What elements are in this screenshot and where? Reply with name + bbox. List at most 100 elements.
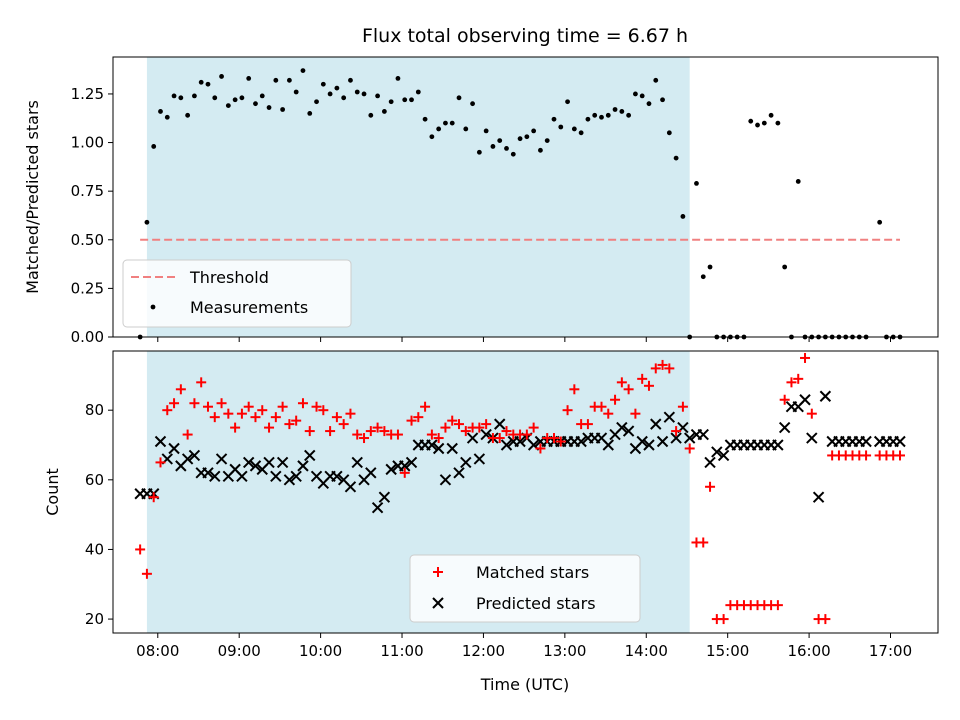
predicted-star-point — [426, 439, 438, 451]
matched-star-point — [392, 429, 403, 440]
matched-star-point — [318, 405, 329, 416]
measurement-point — [585, 116, 591, 122]
measurement-point — [612, 107, 618, 112]
matched-star-point — [311, 401, 322, 412]
predicted-star-point — [778, 421, 791, 434]
matched-star-point — [413, 412, 424, 423]
matched-star-point — [772, 600, 783, 611]
measurement-point — [449, 120, 455, 126]
predicted-star-point — [432, 442, 445, 455]
matched-star-point — [861, 450, 872, 461]
predicted-star-point — [799, 394, 811, 406]
matched-star-point — [182, 429, 193, 440]
predicted-star-point — [331, 470, 343, 483]
predicted-star-point — [371, 501, 384, 514]
predicted-star-point — [453, 467, 465, 479]
predicted-star-point — [276, 456, 289, 469]
measurement-point — [660, 97, 665, 103]
matched-star-point — [250, 412, 261, 423]
x-tick-label: 11:00 — [380, 642, 423, 660]
matched-star-point — [352, 429, 363, 440]
predicted-star-point — [575, 435, 587, 448]
measurement-point — [327, 91, 333, 97]
measurement-point — [578, 130, 584, 136]
measurement-point — [470, 101, 475, 107]
measurement-point — [225, 103, 231, 109]
measurement-point — [626, 112, 632, 118]
predicted-star-point — [209, 470, 221, 483]
predicted-star-point — [188, 449, 201, 462]
measurement-point — [219, 74, 224, 79]
measurement-point — [314, 99, 319, 105]
predicted-star-point — [643, 439, 655, 451]
predicted-star-point — [249, 460, 262, 472]
predicted-star-point — [717, 449, 730, 462]
matched-star-point — [230, 422, 241, 433]
matched-star-point — [338, 419, 349, 430]
predicted-star-point — [806, 432, 818, 444]
measurement-point — [307, 110, 313, 116]
matched-star-point — [264, 422, 275, 433]
legend-predicted-swatch — [432, 597, 444, 609]
measurement-point — [429, 134, 435, 140]
measurement-point — [280, 107, 286, 112]
bottom-panel: 20 40 60 80 08:00 09:00 10:00 11:00 12:00 13:00 1… — [43, 350, 939, 694]
matched-star-point — [643, 380, 654, 391]
predicted-star-point — [602, 439, 614, 451]
legend-threshold-label: Threshold — [189, 268, 269, 287]
measurement-point — [639, 93, 645, 99]
top-axes-frame — [112, 56, 939, 338]
x-tick-label: 10:00 — [299, 642, 342, 660]
matched-star-point — [169, 398, 180, 409]
y-tick-label: 0.00 — [71, 328, 104, 346]
matched-star-point — [684, 443, 695, 454]
bottom-xlabel: Time (UTC) — [480, 675, 569, 694]
matched-star-point — [284, 419, 295, 430]
measurement-point — [266, 105, 272, 110]
predicted-star-point — [202, 467, 214, 479]
measurement-point — [185, 112, 191, 118]
bottom-axes-frame — [112, 350, 939, 634]
matched-star-point — [141, 568, 152, 579]
predicted-star-point — [181, 453, 194, 465]
predicted-star-point — [704, 456, 716, 469]
predicted-star-point — [168, 442, 180, 455]
matched-star-point — [175, 384, 186, 395]
predicted-star-point — [656, 435, 669, 448]
predicted-star-point — [860, 435, 872, 448]
bottom-ylabel: Count — [43, 468, 62, 516]
predicted-star-point — [663, 411, 676, 423]
matched-star-point — [535, 443, 546, 454]
matched-star-point — [705, 481, 716, 492]
matched-star-point — [406, 415, 417, 426]
legend-measurements-swatch — [150, 304, 156, 310]
matched-star-point — [399, 467, 410, 478]
matched-star-point — [677, 401, 688, 412]
matched-star-point — [440, 422, 451, 433]
measurement-point — [300, 68, 306, 74]
predicted-star-point — [290, 470, 302, 483]
predicted-star-point — [772, 439, 784, 451]
predicted-star-point — [711, 446, 723, 458]
measurement-point — [381, 109, 387, 114]
matched-star-point — [257, 405, 268, 416]
matched-star-point — [596, 401, 607, 412]
matched-star-point — [698, 537, 709, 548]
matched-star-point — [202, 401, 213, 412]
measurement-point — [463, 126, 469, 132]
top-ylabel: Matched/Predicted stars — [23, 100, 42, 294]
predicted-star-point — [494, 418, 506, 430]
matched-star-point — [135, 544, 146, 555]
measurement-point — [592, 112, 598, 118]
matched-star-point — [718, 614, 729, 625]
measurement-point — [443, 120, 448, 126]
x-tick-label: 12:00 — [462, 642, 505, 660]
predicted-star-point — [399, 460, 411, 472]
matched-star-point — [501, 426, 512, 437]
matched-star-point — [610, 394, 621, 405]
matched-star-point — [521, 429, 532, 440]
measurement-point — [361, 91, 367, 97]
measurement-point — [293, 89, 299, 95]
predicted-star-point — [894, 435, 906, 448]
